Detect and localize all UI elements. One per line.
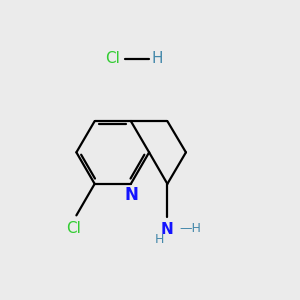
Text: —H: —H: [180, 222, 202, 236]
Text: N: N: [124, 186, 138, 204]
Text: Cl: Cl: [66, 221, 81, 236]
Text: N: N: [161, 222, 174, 237]
Text: H: H: [152, 51, 163, 66]
Text: Cl: Cl: [105, 51, 120, 66]
Text: H: H: [154, 233, 164, 246]
